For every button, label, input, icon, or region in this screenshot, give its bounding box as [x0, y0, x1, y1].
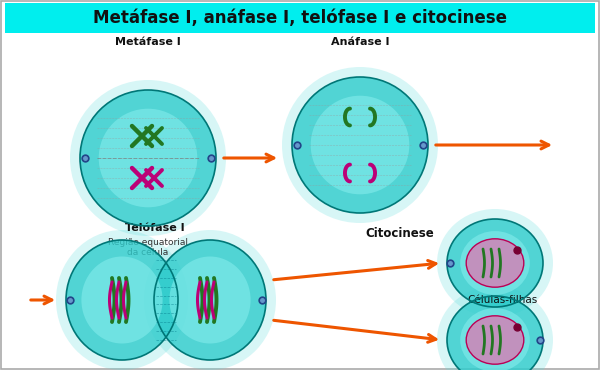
- Text: Metáfase I, anáfase I, telófase I e citocinese: Metáfase I, anáfase I, telófase I e cito…: [93, 9, 507, 27]
- Ellipse shape: [437, 286, 553, 370]
- Text: Telófase I: Telófase I: [125, 223, 185, 233]
- Text: Região equatorial
da célula: Região equatorial da célula: [108, 238, 188, 258]
- Text: Citocinese: Citocinese: [365, 226, 434, 239]
- Ellipse shape: [460, 231, 530, 295]
- Ellipse shape: [80, 90, 216, 226]
- Ellipse shape: [466, 239, 524, 287]
- Ellipse shape: [56, 230, 188, 370]
- FancyBboxPatch shape: [5, 3, 595, 33]
- Ellipse shape: [447, 296, 543, 370]
- Text: Metáfase I: Metáfase I: [115, 37, 181, 47]
- Ellipse shape: [70, 80, 226, 236]
- Ellipse shape: [82, 256, 163, 343]
- Ellipse shape: [292, 77, 428, 213]
- Text: Células-filhas: Células-filhas: [468, 295, 538, 305]
- Ellipse shape: [437, 209, 553, 317]
- Ellipse shape: [447, 219, 543, 307]
- Ellipse shape: [66, 240, 178, 360]
- Ellipse shape: [311, 96, 409, 194]
- Ellipse shape: [466, 316, 524, 364]
- Ellipse shape: [169, 256, 251, 343]
- Ellipse shape: [154, 240, 266, 360]
- Text: Anáfase I: Anáfase I: [331, 37, 389, 47]
- Ellipse shape: [144, 230, 276, 370]
- Ellipse shape: [282, 67, 438, 223]
- Ellipse shape: [98, 109, 197, 207]
- Ellipse shape: [460, 308, 530, 370]
